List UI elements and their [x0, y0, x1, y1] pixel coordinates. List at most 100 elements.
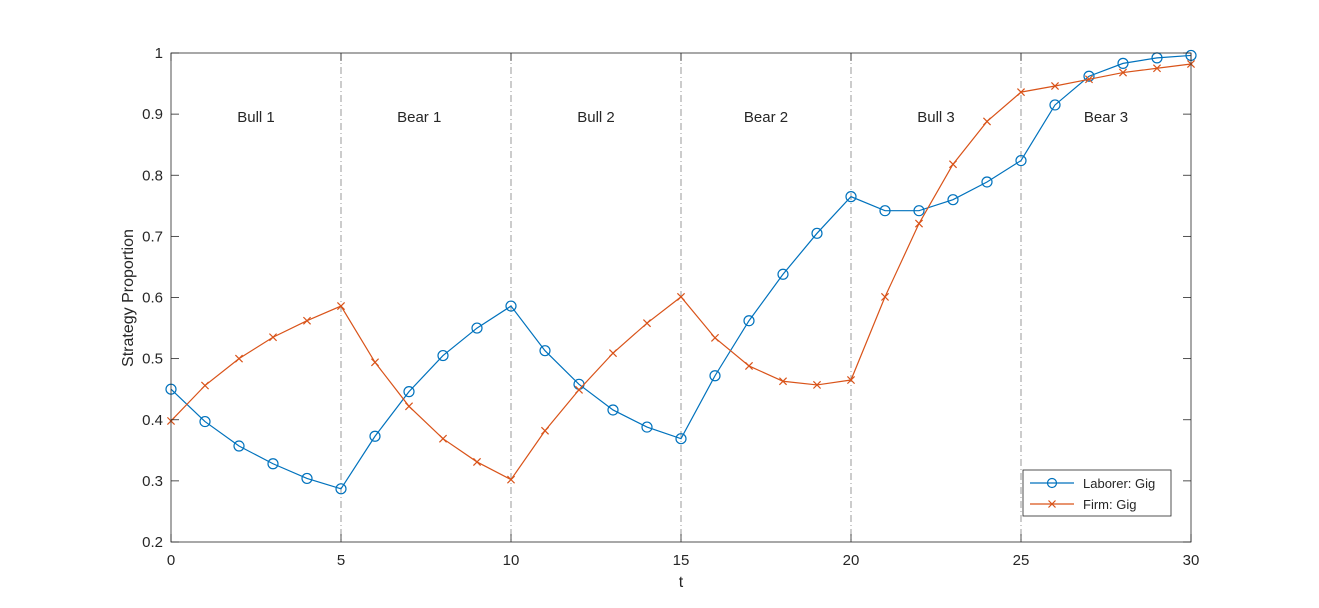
data-point-circle [879, 205, 891, 217]
data-point-circle [845, 191, 857, 203]
data-point-x [472, 457, 482, 466]
data-point-circle [913, 205, 925, 217]
data-point-x [336, 302, 346, 311]
phase-label: Bull 2 [577, 109, 615, 126]
data-point-circle [981, 176, 993, 188]
data-point-x [234, 354, 244, 363]
phase-label: Bear 2 [744, 109, 788, 126]
data-point-x [302, 316, 312, 325]
phase-label: Bear 1 [397, 109, 441, 126]
data-point-circle [1049, 99, 1061, 111]
y-tick-label: 0.2 [142, 534, 163, 551]
data-point-x-stroke [1050, 81, 1060, 91]
data-point-x-stroke [914, 219, 924, 228]
data-point-x [676, 292, 686, 301]
data-point-x [438, 434, 448, 443]
phase-labels: Bull 1 Bear 1 Bull 2 Bear 2 Bull 3 Bear 3 [237, 109, 1128, 126]
legend-label-firm: Firm: Gig [1083, 497, 1136, 512]
legend-marker-x-icon [1048, 500, 1056, 508]
data-point-x-stroke [370, 358, 380, 367]
y-tick-label: 0.5 [142, 351, 163, 368]
data-point-x [574, 385, 584, 394]
data-point-x [710, 333, 720, 342]
data-point-x [744, 361, 754, 370]
y-axis: 0.2 0.3 0.4 0.5 0.6 0.7 0.8 0.9 1 [142, 45, 1191, 551]
data-point-x [1152, 64, 1162, 73]
data-point-x-stroke [438, 434, 448, 443]
legend: Laborer: Gig Firm: Gig [1022, 469, 1172, 517]
data-point-circle [505, 300, 517, 312]
y-tick-label: 0.8 [142, 167, 163, 184]
data-point-x [608, 349, 618, 358]
data-point-x-stroke [948, 160, 958, 169]
data-point-x-stroke [540, 426, 550, 435]
y-tick-label: 0.9 [142, 106, 163, 123]
data-point-circle [403, 386, 415, 398]
phase-label: Bull 3 [917, 109, 955, 126]
data-point-x [268, 333, 278, 342]
data-point-circle [743, 315, 755, 327]
legend-box [1022, 469, 1172, 517]
data-point-x-stroke [812, 380, 822, 389]
series-laborer-gig [165, 49, 1197, 495]
x-tick-label: 5 [337, 552, 345, 569]
data-point-x [880, 292, 890, 301]
data-point-circle [947, 194, 959, 206]
data-point-circle [1015, 154, 1027, 167]
data-point-circle [301, 472, 313, 485]
data-point-x [1016, 88, 1026, 97]
y-tick-label: 1 [155, 45, 163, 62]
data-point-x-stroke [642, 319, 652, 328]
data-point-x [506, 475, 516, 484]
data-point-x [846, 375, 856, 385]
data-point-circle [369, 430, 381, 442]
data-point-x-stroke [982, 117, 992, 126]
data-point-circle [471, 322, 483, 334]
x-tick-label: 15 [673, 552, 690, 569]
y-tick-label: 0.6 [142, 290, 163, 307]
x-tick-label: 10 [503, 552, 520, 569]
data-point-x-stroke [744, 361, 754, 370]
data-point-x [1118, 68, 1128, 77]
data-point-circle [437, 349, 449, 362]
data-point-x-stroke [268, 333, 278, 342]
data-point-circle [607, 404, 619, 416]
data-point-x-stroke [302, 316, 312, 325]
data-point-x [948, 160, 958, 169]
data-point-x-stroke [710, 333, 720, 342]
x-tick-label: 30 [1183, 552, 1200, 569]
x-tick-label: 0 [167, 552, 175, 569]
legend-label-laborer: Laborer: Gig [1083, 476, 1155, 491]
data-point-x [200, 381, 210, 390]
data-point-x [370, 358, 380, 367]
series-line [170, 54, 1192, 490]
x-axis: 0 5 10 15 20 25 30 [167, 53, 1200, 569]
data-point-circle [1083, 70, 1095, 82]
data-point-circle [641, 421, 653, 433]
data-point-circle [335, 483, 347, 495]
y-axis-title: Strategy Proportion [120, 229, 137, 367]
data-point-x [404, 402, 414, 411]
data-point-x-stroke [1084, 75, 1094, 84]
y-tick-label: 0.7 [142, 228, 163, 245]
data-point-circle [539, 345, 551, 357]
data-point-x-stroke [336, 302, 346, 311]
x-tick-label: 25 [1013, 552, 1030, 569]
data-point-x-stroke [200, 381, 210, 390]
data-point-x-stroke [472, 457, 482, 466]
series-layer [165, 49, 1197, 495]
data-point-x-stroke [234, 354, 244, 363]
data-point-x [778, 377, 788, 386]
y-tick-label: 0.4 [142, 412, 163, 429]
data-point-x-stroke [1016, 88, 1026, 97]
data-point-x-stroke [404, 402, 414, 411]
legend-marker-circle-icon [1046, 477, 1058, 489]
data-point-circle [675, 433, 687, 445]
y-tick-label: 0.3 [142, 473, 163, 490]
data-point-x [1084, 75, 1094, 84]
data-point-x-stroke [880, 292, 890, 301]
data-point-circle [811, 227, 823, 239]
data-point-x-stroke [608, 349, 618, 358]
data-point-x-stroke [1118, 68, 1128, 77]
